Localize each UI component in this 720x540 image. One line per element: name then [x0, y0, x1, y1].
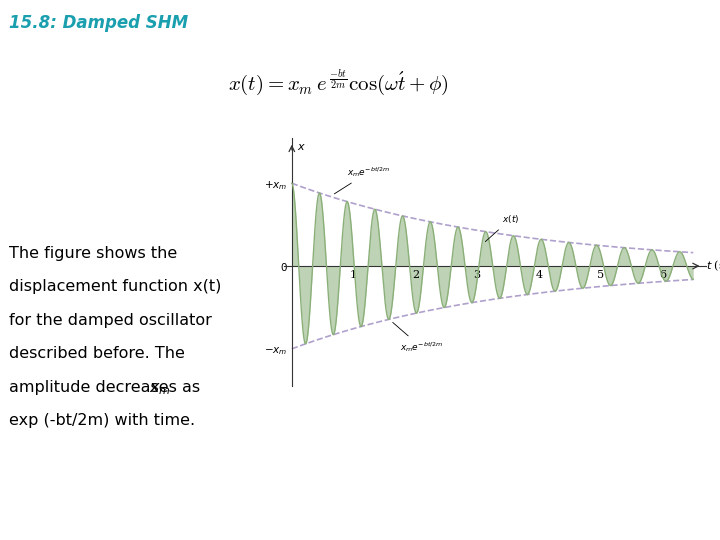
Text: displacement function x(t): displacement function x(t)	[9, 279, 221, 294]
Text: for the damped oscillator: for the damped oscillator	[9, 313, 212, 328]
Text: 15.8: Damped SHM: 15.8: Damped SHM	[9, 14, 188, 31]
Text: $x(t) = x_m\,e^{\,\frac{-bt}{2m}}\cos(\omega\' t + \phi)$: $x(t) = x_m\,e^{\,\frac{-bt}{2m}}\cos(\o…	[228, 68, 449, 98]
Text: $x_m e^{-bt/2m}$: $x_m e^{-bt/2m}$	[392, 322, 443, 354]
Text: $x$: $x$	[297, 142, 306, 152]
Text: $x_m e^{-bt/2m}$: $x_m e^{-bt/2m}$	[334, 165, 390, 194]
Text: $x_m$: $x_m$	[149, 380, 171, 396]
Text: $t$ (s): $t$ (s)	[706, 259, 720, 273]
Text: exp (-bt/2m) with time.: exp (-bt/2m) with time.	[9, 413, 195, 428]
Text: The figure shows the: The figure shows the	[9, 246, 177, 261]
Text: described before. The: described before. The	[9, 346, 184, 361]
Text: $x(t)$: $x(t)$	[485, 213, 519, 241]
Text: amplitude decreases as: amplitude decreases as	[9, 380, 205, 395]
